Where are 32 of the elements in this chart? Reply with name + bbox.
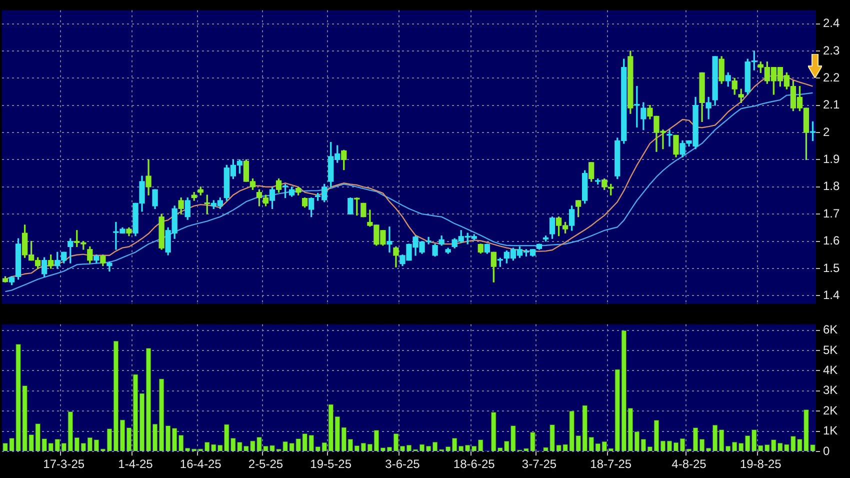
x-tick-label: 3-6-25 (385, 457, 420, 472)
x-tick-label: 19-8-25 (740, 457, 782, 472)
y-tick-label: 0 (823, 444, 830, 458)
y-tick-label: 2.1 (823, 98, 840, 112)
x-tick-label: 4-8-25 (672, 457, 707, 472)
y-tick-label: 1.9 (823, 152, 840, 166)
y-tick-label: 3K (823, 383, 838, 398)
y-tick-label: 1.8 (823, 179, 840, 194)
y-tick-label: 6K (823, 322, 838, 337)
x-tick-label: 2-5-25 (248, 457, 284, 472)
x-tick-label: 18-6-25 (453, 457, 496, 472)
x-tick-label: 19-5-25 (310, 457, 352, 472)
x-tick-label: 16-4-25 (180, 457, 222, 472)
y-tick-label: 1.7 (823, 206, 840, 220)
y-tick-label: 2.3 (823, 43, 840, 58)
y-tick-label: 1.5 (823, 260, 840, 275)
x-tick-label: 3-7-25 (522, 457, 557, 472)
y-tick-label: 4K (823, 363, 838, 378)
candlestick (666, 129, 672, 146)
x-tick-label: 18-7-25 (590, 457, 632, 472)
y-tick-label: 2K (823, 403, 838, 418)
y-tick-label: 2 (823, 124, 830, 139)
y-tick-label: 1.4 (823, 288, 840, 302)
y-tick-label: 1K (823, 424, 838, 438)
y-tick-label: 5K (823, 342, 838, 357)
candlestick (634, 86, 640, 128)
y-tick-label: 1.6 (823, 234, 840, 248)
y-tick-label: 2.4 (823, 16, 840, 30)
y-tick-label: 2.2 (823, 70, 840, 84)
x-tick-label: 1-4-25 (118, 457, 154, 472)
candlestick (386, 226, 392, 252)
x-tick-label: 17-3-25 (43, 457, 85, 472)
